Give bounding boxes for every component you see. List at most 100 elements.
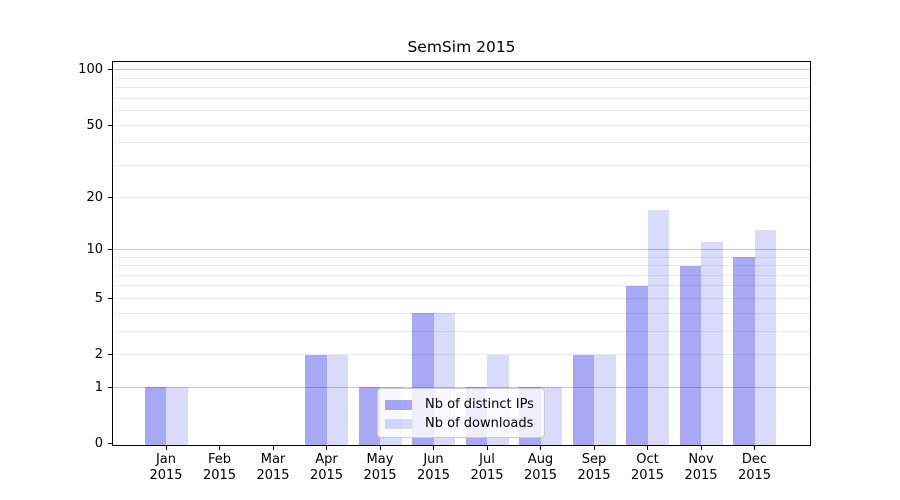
x-tick-label: Nov 2015 <box>674 452 728 484</box>
x-tick-label-year: 2015 <box>416 468 451 483</box>
x-tick-label-month: Aug <box>527 452 554 467</box>
gridline-minor <box>113 142 810 144</box>
chart-title: SemSim 2015 <box>407 38 516 56</box>
legend-item-distinct-ips: Nb of distinct IPs <box>385 395 544 414</box>
x-tick-label: May 2015 <box>353 452 407 484</box>
x-tick-label-year: 2015 <box>737 468 772 483</box>
x-tick-label-month: Jan <box>155 452 177 467</box>
x-tick-label-year: 2015 <box>202 468 237 483</box>
x-tick-label: Feb 2015 <box>193 452 247 484</box>
y-tick-label: 2 <box>94 347 103 363</box>
gridline-minor <box>113 196 810 198</box>
y-tick-label: 20 <box>86 189 103 205</box>
gridline-minor <box>113 97 810 99</box>
legend-swatch-downloads <box>385 418 412 429</box>
gridline-minor <box>113 256 810 258</box>
x-tick-label: Dec 2015 <box>728 452 782 484</box>
x-tick-label-year: 2015 <box>684 468 718 483</box>
bar-nb-of-distinct-ips <box>733 257 755 445</box>
x-tick <box>326 446 327 450</box>
x-tick-label: Mar 2015 <box>246 452 300 484</box>
y-tick <box>108 386 113 388</box>
bar-nb-of-distinct-ips <box>572 354 594 445</box>
gridline-minor <box>113 274 810 276</box>
x-tick-label: Apr 2015 <box>300 452 354 484</box>
bar-nb-of-downloads <box>166 387 188 445</box>
y-tick <box>108 443 113 444</box>
x-tick-label-year: 2015 <box>149 468 183 483</box>
gridline-major <box>113 69 810 71</box>
x-tick-label: Oct 2015 <box>621 452 675 484</box>
x-tick-label-month: Dec <box>741 452 768 467</box>
x-tick <box>700 446 702 450</box>
x-tick <box>219 446 220 450</box>
x-tick-label-year: 2015 <box>523 468 558 483</box>
gridline-minor <box>113 77 810 79</box>
gridline-minor <box>113 297 810 299</box>
bar-nb-of-downloads <box>754 229 776 445</box>
x-tick-label-month: Mar <box>260 452 286 467</box>
gridline-minor <box>113 330 810 332</box>
legend-label-downloads: Nb of downloads <box>425 416 534 431</box>
y-tick-label: 10 <box>86 241 103 257</box>
x-tick-label-month: Sep <box>581 452 607 467</box>
x-tick <box>754 446 755 450</box>
bar-nb-of-downloads <box>540 387 562 445</box>
y-tick-label: 5 <box>94 290 103 306</box>
x-tick <box>165 446 167 450</box>
x-tick-label-year: 2015 <box>630 468 665 483</box>
gridline-minor <box>113 124 810 126</box>
x-tick-label: Jul 2015 <box>460 452 514 484</box>
y-tick-label: 50 <box>86 117 103 133</box>
bar-nb-of-distinct-ips <box>626 285 648 445</box>
legend-swatch-distinct-ips <box>385 399 412 410</box>
legend-label-distinct-ips: Nb of distinct IPs <box>425 397 534 412</box>
y-tick-label: 1 <box>94 379 103 395</box>
y-tick-label: 100 <box>78 62 103 78</box>
x-tick-label: Jan 2015 <box>139 452 193 484</box>
y-tick <box>108 354 113 356</box>
gridline-minor <box>113 165 810 166</box>
x-tick-label-month: Oct <box>636 452 659 467</box>
x-tick <box>593 446 595 450</box>
bar-nb-of-downloads <box>326 354 348 445</box>
y-tick-label: 0 <box>94 436 103 451</box>
x-tick <box>272 446 274 450</box>
gridline-major <box>113 386 810 388</box>
bar-nb-of-distinct-ips <box>358 387 380 445</box>
x-tick <box>540 446 541 450</box>
y-tick <box>108 69 113 71</box>
y-tick <box>108 248 113 250</box>
x-tick-label-year: 2015 <box>309 468 344 483</box>
x-tick-label-month: May <box>366 452 394 467</box>
x-tick <box>379 446 381 450</box>
gridlines-layer <box>113 62 810 445</box>
bar-nb-of-downloads <box>594 354 616 445</box>
x-tick-label-year: 2015 <box>256 468 290 483</box>
legend: Nb of distinct IPs Nb of downloads <box>377 388 545 438</box>
x-tick-label: Jun 2015 <box>407 452 461 484</box>
gridline-minor <box>113 312 810 314</box>
x-tick-label-month: Feb <box>207 452 232 467</box>
x-tick-label: Sep 2015 <box>567 452 621 484</box>
x-tick-label-month: Nov <box>688 452 714 467</box>
bar-nb-of-distinct-ips <box>144 387 166 445</box>
gridline-major <box>113 248 810 250</box>
x-tick-label-year: 2015 <box>577 468 611 483</box>
gridline-minor <box>113 285 810 287</box>
x-tick-label: Aug 2015 <box>514 452 568 484</box>
gridline-minor <box>113 110 810 112</box>
x-tick <box>486 446 488 450</box>
y-tick <box>108 297 113 299</box>
gridline-minor <box>113 87 810 89</box>
gridline-minor <box>113 265 810 267</box>
bar-nb-of-downloads <box>701 242 723 445</box>
x-tick-label-month: Apr <box>315 452 338 467</box>
x-tick <box>433 446 434 450</box>
bar-nb-of-distinct-ips <box>679 265 701 445</box>
legend-item-downloads: Nb of downloads <box>385 414 544 433</box>
x-tick-label-year: 2015 <box>363 468 397 483</box>
y-tick <box>108 124 113 126</box>
y-tick <box>108 196 113 198</box>
